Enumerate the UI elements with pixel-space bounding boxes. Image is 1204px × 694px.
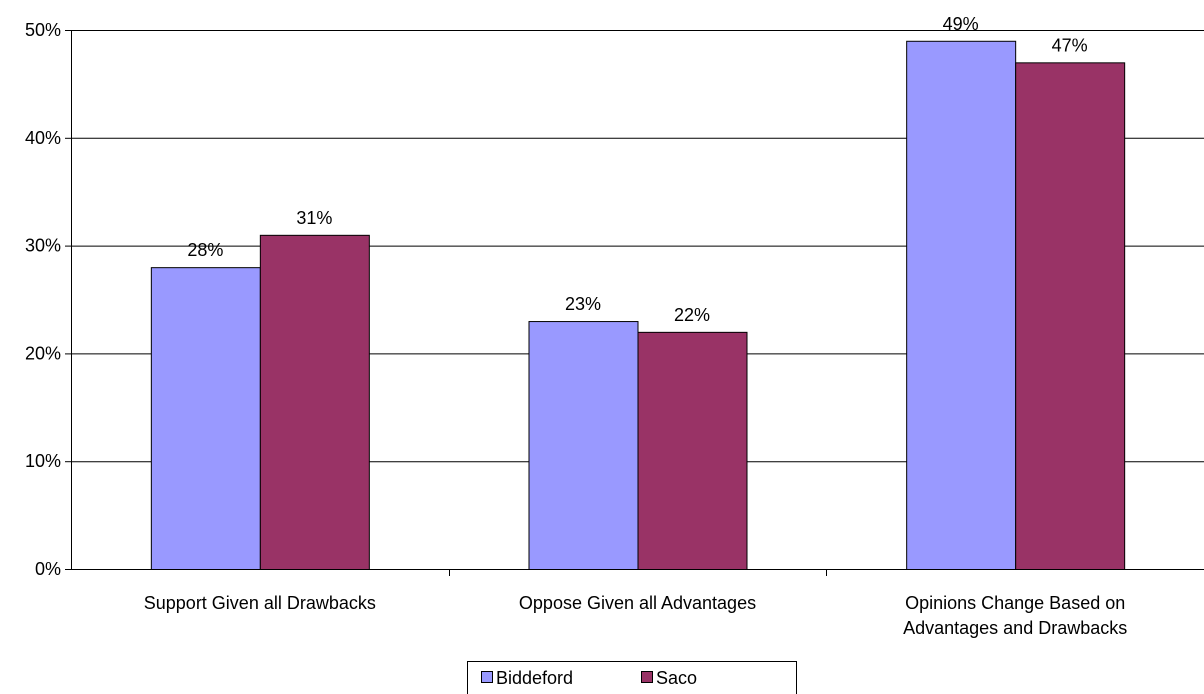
bar-biddeford (906, 40, 1017, 570)
bar-saco (259, 234, 370, 570)
y-tick-label: 10% (25, 451, 61, 471)
x-category-label: Opinions Change Based on Advantages and D… (903, 593, 1127, 638)
data-label: 22% (674, 305, 710, 325)
legend-swatch-saco (641, 671, 653, 683)
data-label: 49% (943, 14, 979, 34)
y-tick-label: 20% (25, 343, 61, 363)
data-label: 31% (296, 208, 332, 228)
data-labels: 28% 31% 23% 22% 49% 47% (187, 14, 1087, 325)
bars (150, 40, 1126, 571)
x-category-label: Support Given all Drawbacks (144, 593, 376, 613)
legend-label-biddeford: Biddeford (496, 668, 573, 688)
bar-biddeford (150, 267, 261, 570)
legend: Biddeford Saco (467, 661, 797, 694)
legend-label-saco: Saco (656, 668, 697, 688)
y-tick-label: 40% (25, 128, 61, 148)
bar-saco (637, 331, 748, 570)
y-tick-label: 50% (25, 20, 61, 40)
bar-biddeford (528, 321, 639, 570)
y-tick-label: 0% (35, 559, 61, 579)
legend-swatch-biddeford (481, 671, 493, 683)
data-label: 23% (565, 294, 601, 314)
data-label: 28% (187, 240, 223, 260)
axes: 0% 10% 20% 30% 40% 50% Support Given all Drawb… (25, 20, 1204, 638)
y-tick-label: 30% (25, 236, 61, 256)
bar-saco (1015, 62, 1126, 571)
legend-box (467, 661, 797, 694)
x-category-label: Oppose Given all Advantages (519, 593, 756, 613)
data-label: 47% (1052, 35, 1088, 55)
